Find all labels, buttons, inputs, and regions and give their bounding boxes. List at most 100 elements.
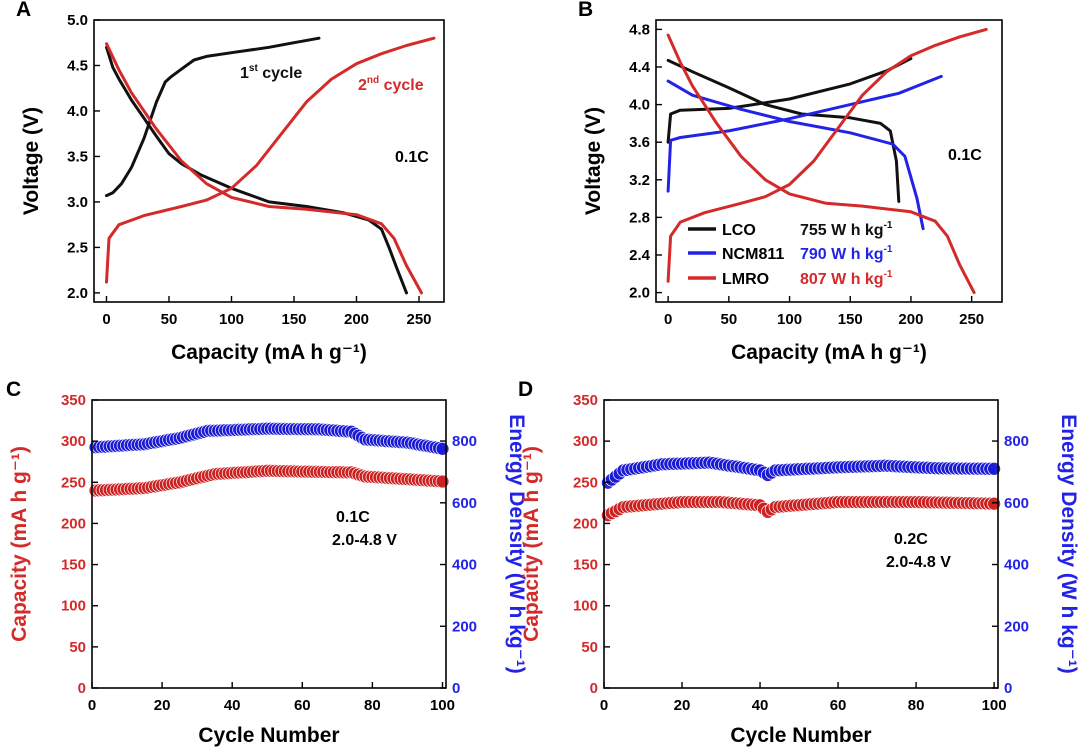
x-tick-label-B-4: 200 xyxy=(898,311,923,328)
x-tick-label-D-4: 80 xyxy=(908,697,925,714)
panel-label-C: C xyxy=(6,378,21,401)
y-right-tick-label-C-0: 0 xyxy=(452,680,460,697)
x-axis-label-A: Capacity (mA h g⁻¹) xyxy=(171,341,367,364)
x-tick-label-D-2: 40 xyxy=(752,697,769,714)
y-right-tick-label-C-4: 800 xyxy=(452,433,477,450)
x-tick-label-C-4: 80 xyxy=(364,697,381,714)
y-left-tick-label-D-3: 150 xyxy=(573,557,598,574)
annotation-C-range: 2.0-4.8 V xyxy=(332,532,397,549)
x-tick-label-A-3: 150 xyxy=(281,311,306,328)
series-line-B-1 xyxy=(666,58,901,203)
x-tick-label-B-0: 0 xyxy=(664,311,672,328)
x-tick-label-A-4: 200 xyxy=(344,311,369,328)
y-tick-label-B-6: 4.4 xyxy=(629,59,651,76)
series-line-A-3 xyxy=(105,42,423,295)
legend-label-2: LMRO xyxy=(722,271,769,288)
y-tick-label-A-1: 2.5 xyxy=(67,239,88,256)
y-axis-label-B: Voltage (V) xyxy=(582,107,605,215)
plot-frame-A xyxy=(93,19,445,303)
y-tick-label-A-2: 3.0 xyxy=(67,194,88,211)
y-left-tick-label-D-0: 0 xyxy=(590,680,598,697)
y-right-axis-label-D: Energy Density (W h kg⁻¹) xyxy=(1057,414,1080,674)
y-right-tick-label-D-1: 200 xyxy=(1004,618,1029,635)
legend-label-0: LCO xyxy=(722,222,756,239)
plot-frame-C xyxy=(91,399,447,689)
x-tick-label-D-0: 0 xyxy=(600,697,608,714)
legend-energy-1: 790 W h kg-1 xyxy=(800,244,893,263)
annotation-C-rate: 0.1C xyxy=(336,509,370,526)
y-tick-label-A-0: 2.0 xyxy=(67,285,88,302)
y-left-tick-label-C-3: 150 xyxy=(61,557,86,574)
y-tick-label-B-5: 4.0 xyxy=(629,97,650,114)
series-line-B-4 xyxy=(666,27,988,283)
y-right-tick-label-D-4: 800 xyxy=(1004,433,1029,450)
y-tick-label-A-3: 3.5 xyxy=(67,148,88,165)
series-line-B-0 xyxy=(666,57,913,144)
y-left-tick-label-D-4: 200 xyxy=(573,515,598,532)
x-tick-label-D-5: 100 xyxy=(982,697,1007,714)
y-right-tick-label-C-1: 200 xyxy=(452,618,477,635)
y-left-tick-label-C-6: 300 xyxy=(61,433,86,450)
x-tick-label-A-0: 0 xyxy=(102,311,110,328)
y-right-tick-label-C-2: 400 xyxy=(452,557,477,574)
y-left-tick-label-C-5: 250 xyxy=(61,474,86,491)
legend-label-1: NCM811 xyxy=(722,246,784,263)
y-left-tick-label-D-7: 350 xyxy=(573,392,598,409)
x-tick-label-B-5: 250 xyxy=(959,311,984,328)
x-tick-label-C-5: 100 xyxy=(430,697,455,714)
x-tick-label-B-2: 100 xyxy=(777,311,802,328)
y-left-tick-label-C-7: 350 xyxy=(61,392,86,409)
y-left-tick-label-D-2: 100 xyxy=(573,598,598,615)
y-left-tick-label-D-5: 250 xyxy=(573,474,598,491)
series-line-B-2 xyxy=(666,74,943,193)
legend-energy-2: 807 W h kg-1 xyxy=(800,269,893,288)
y-tick-label-B-1: 2.4 xyxy=(629,247,651,264)
y-tick-label-B-2: 2.8 xyxy=(629,209,650,226)
y-right-tick-label-D-2: 400 xyxy=(1004,557,1029,574)
series-line-B-5 xyxy=(666,33,976,295)
x-tick-label-A-2: 100 xyxy=(219,311,244,328)
y-left-tick-label-C-2: 100 xyxy=(61,598,86,615)
x-tick-label-D-1: 20 xyxy=(674,697,691,714)
y-tick-label-A-4: 4.0 xyxy=(67,103,88,120)
y-left-tick-label-C-4: 200 xyxy=(61,515,86,532)
y-right-tick-label-C-3: 600 xyxy=(452,495,477,512)
y-left-tick-label-C-1: 50 xyxy=(69,639,86,656)
x-tick-label-D-3: 60 xyxy=(830,697,847,714)
x-tick-label-B-1: 50 xyxy=(720,311,737,328)
series-line-A-2 xyxy=(105,36,436,284)
y-left-axis-label-D: Capacity (mA h g⁻¹) xyxy=(520,446,543,642)
annotation-D-range: 2.0-4.8 V xyxy=(886,554,951,571)
y-right-axis-label-C: Energy Density (W h kg⁻¹) xyxy=(505,414,528,674)
y-left-tick-label-C-0: 0 xyxy=(78,680,86,697)
annotation-A-cycle2: 2nd cycle xyxy=(358,75,424,94)
marker-C-1-100 xyxy=(435,441,450,456)
x-tick-label-C-3: 60 xyxy=(294,697,311,714)
marker-C-0-100 xyxy=(435,474,450,489)
x-tick-label-C-1: 20 xyxy=(154,697,171,714)
x-axis-label-B: Capacity (mA h g⁻¹) xyxy=(731,341,927,364)
annotation-B-rate: 0.1C xyxy=(948,147,982,164)
x-tick-label-B-3: 150 xyxy=(838,311,863,328)
y-left-tick-label-D-1: 50 xyxy=(581,639,598,656)
x-tick-label-C-0: 0 xyxy=(88,697,96,714)
annotation-A-cycle1: 1st cycle xyxy=(240,63,302,82)
y-axis-label-A: Voltage (V) xyxy=(20,107,43,215)
x-axis-label-C: Cycle Number xyxy=(198,724,339,747)
y-tick-label-B-0: 2.0 xyxy=(629,285,650,302)
y-tick-label-B-3: 3.2 xyxy=(629,172,650,189)
plot-frame-B xyxy=(655,19,1003,303)
x-tick-label-A-5: 250 xyxy=(406,311,431,328)
series-line-A-0 xyxy=(105,36,321,198)
series-line-A-1 xyxy=(105,45,408,295)
plot-frame-D xyxy=(603,399,999,689)
y-right-tick-label-D-3: 600 xyxy=(1004,495,1029,512)
x-axis-label-D: Cycle Number xyxy=(730,724,871,747)
y-tick-label-A-5: 4.5 xyxy=(67,57,88,74)
panel-label-A: A xyxy=(16,0,31,21)
y-tick-label-A-6: 5.0 xyxy=(67,12,88,29)
legend-energy-0: 755 W h kg-1 xyxy=(800,220,893,239)
y-left-axis-label-C: Capacity (mA h g⁻¹) xyxy=(8,446,31,642)
series-line-B-3 xyxy=(666,79,925,231)
